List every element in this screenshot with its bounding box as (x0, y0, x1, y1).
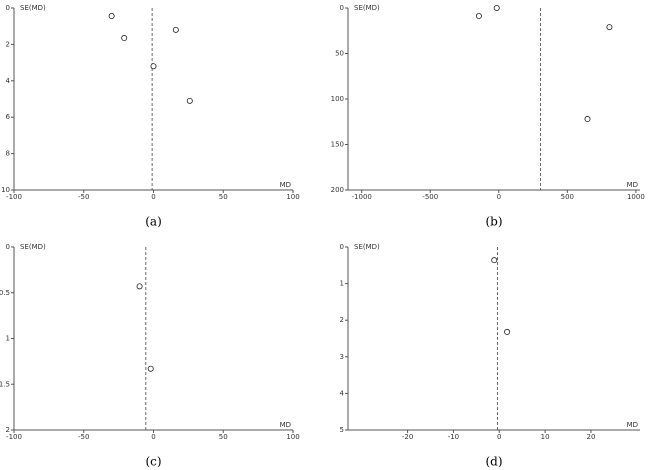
y-tick-label: 100 (331, 95, 344, 103)
x-tick-label: -100 (6, 193, 22, 201)
y-axis-label: SE(MD) (354, 243, 380, 251)
x-tick-label: 0 (151, 193, 155, 201)
y-tick-label: 0 (6, 243, 10, 251)
point (108, 13, 115, 20)
caption: (a) (145, 215, 162, 229)
point (606, 24, 613, 31)
x-tick-label: -1000 (352, 193, 372, 201)
y-tick-label: 0.5 (0, 289, 10, 297)
x-axis-label: MD (280, 181, 291, 189)
y-tick-label: 10 (1, 186, 10, 194)
y-tick-label: 5 (340, 426, 344, 434)
point (584, 116, 591, 123)
y-tick-label: 1 (6, 335, 10, 343)
x-axis-label: MD (280, 421, 291, 429)
y-tick-label: 2 (6, 426, 10, 434)
x-tick-label: -10 (448, 433, 459, 441)
y-tick-label: 0 (6, 4, 10, 12)
x-tick-label: -100 (6, 433, 22, 441)
x-tick-label: -50 (78, 433, 89, 441)
point (491, 257, 498, 264)
point (475, 13, 482, 20)
y-axis-label: SE(MD) (354, 4, 380, 12)
x-tick-label: -50 (78, 193, 89, 201)
y-tick-label: 50 (335, 50, 344, 58)
y-tick-label: 3 (340, 353, 344, 361)
y-tick-label: 2 (340, 316, 344, 324)
x-tick-label: 1000 (627, 193, 645, 201)
y-tick-label: 0 (340, 4, 344, 12)
y-tick-label: 6 (6, 113, 11, 121)
x-tick-label: -20 (402, 433, 413, 441)
y-tick-label: 200 (331, 186, 344, 194)
point (150, 63, 157, 70)
y-tick-label: 2 (6, 40, 10, 48)
point (493, 5, 500, 11)
point (121, 35, 128, 42)
caption: (b) (485, 215, 502, 229)
x-tick-label: -500 (422, 193, 438, 201)
x-tick-label: 50 (219, 433, 228, 441)
x-tick-label: 0 (497, 193, 501, 201)
y-tick-label: 4 (6, 77, 11, 85)
y-tick-label: 8 (6, 150, 10, 158)
y-tick-label: 1.5 (0, 380, 10, 388)
x-axis-label: MD (627, 181, 638, 189)
x-tick-label: 0 (151, 433, 155, 441)
x-tick-label: 20 (586, 433, 595, 441)
y-tick-label: 1 (340, 280, 344, 288)
caption: (c) (145, 455, 161, 469)
caption: (d) (485, 455, 502, 469)
y-tick-label: 4 (340, 389, 345, 397)
x-tick-label: 500 (561, 193, 574, 201)
y-axis-label: SE(MD) (20, 4, 46, 12)
x-tick-label: 0 (497, 433, 501, 441)
y-tick-label: 0 (340, 243, 344, 251)
x-tick-label: 50 (219, 193, 228, 201)
y-axis-label: SE(MD) (20, 243, 46, 251)
x-tick-label: 100 (286, 433, 299, 441)
x-tick-label: 100 (286, 193, 299, 201)
point (172, 26, 179, 33)
point (147, 365, 154, 372)
point (186, 97, 193, 104)
x-tick-label: 10 (541, 433, 550, 441)
point (504, 328, 511, 335)
x-axis-label: MD (627, 421, 638, 429)
point (136, 283, 143, 290)
y-tick-label: 150 (331, 141, 344, 149)
